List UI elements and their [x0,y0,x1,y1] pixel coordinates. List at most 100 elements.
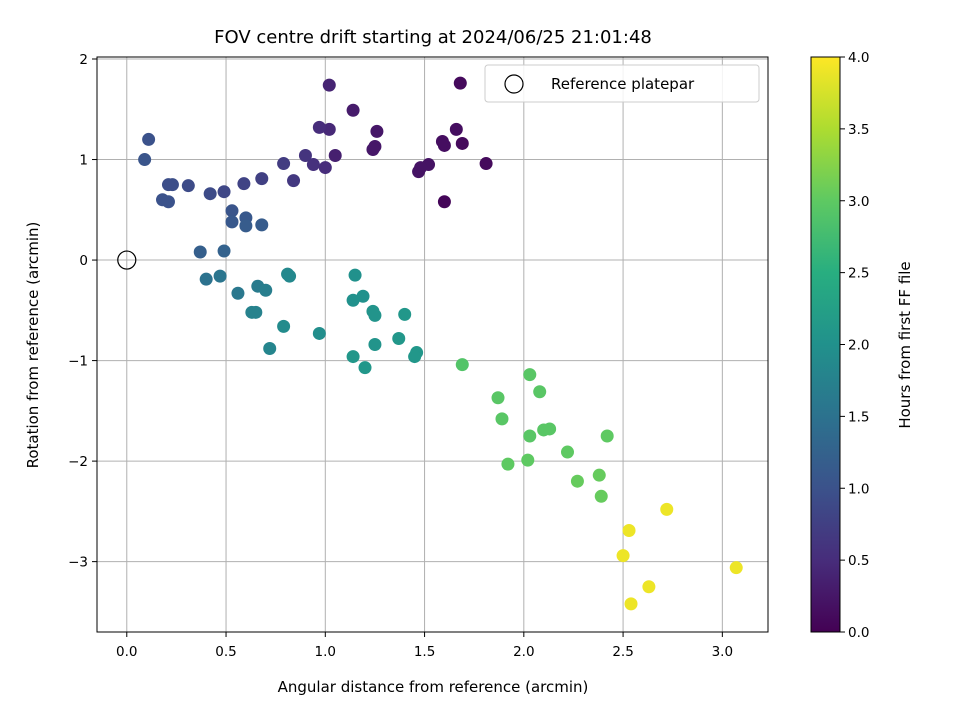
chart-title: FOV centre drift starting at 2024/06/25 … [214,27,652,48]
y-tick-label: −2 [68,454,88,470]
data-point [142,132,156,146]
colorbar-tick-label: 4.0 [848,50,869,66]
data-point [560,445,574,459]
colorbar-tick-label: 0.0 [848,625,869,641]
data-point [449,122,463,136]
y-tick-label: −1 [68,354,88,370]
data-point [346,103,360,117]
data-point [624,597,638,611]
data-point [521,453,535,467]
colorbar-tick-label: 1.0 [848,481,869,497]
data-point [263,342,277,356]
data-point [600,429,614,443]
data-point [213,269,227,283]
data-point [592,468,606,482]
data-point [435,134,449,148]
x-tick-label: 2.5 [612,644,633,660]
data-point [543,422,557,436]
x-tick-label: 1.5 [414,644,435,660]
data-point [283,269,297,283]
legend: Reference platepar [484,64,760,103]
x-tick-label: 3.0 [712,644,733,660]
x-tick-label: 2.0 [513,644,534,660]
data-point [594,489,608,503]
data-point [277,157,291,171]
data-point [346,293,360,307]
data-point [203,187,217,201]
data-point [287,174,301,188]
data-point [660,502,674,516]
data-point [255,218,269,232]
data-point [570,474,584,488]
data-point [491,391,505,405]
data-point [533,385,547,399]
data-point [328,149,342,163]
y-tick-label: −3 [68,555,88,571]
data-point [729,561,743,575]
data-point [414,161,428,175]
colorbar-tick-label: 2.5 [848,266,869,282]
data-point [161,178,175,192]
data-point [453,76,467,90]
data-point [348,268,362,282]
data-point [322,78,336,92]
colorbar-tick-label: 3.5 [848,122,869,138]
x-tick-label: 0.5 [215,644,236,660]
data-point [156,193,170,207]
data-point [193,245,207,259]
data-point [622,523,636,537]
colorbar-ticks: 4.0 3.5 3.0 2.5 2.0 1.5 1.0 0.5 0.0 [840,50,869,641]
data-point [523,429,537,443]
colorbar [810,56,841,633]
data-point [199,272,213,286]
colorbar-tick-label: 3.0 [848,194,869,210]
data-point [346,350,360,364]
data-point [455,136,469,150]
data-point [255,172,269,186]
data-point [217,244,231,258]
colorbar-label: Hours from first FF file [896,261,914,428]
data-point [358,361,372,375]
data-point [495,412,509,426]
legend-box [484,64,760,103]
x-axis-ticks: 0.0 0.5 1.0 1.5 2.0 2.5 3.0 [116,632,733,660]
data-point [239,219,253,233]
data-point [249,305,263,319]
y-tick-label: 0 [79,253,88,269]
data-point [259,283,273,297]
data-point [408,350,422,364]
data-point [368,338,382,351]
data-point [437,195,451,209]
data-point [370,124,384,138]
data-point [642,580,656,594]
data-point [368,308,382,322]
colorbar-tick-label: 0.5 [848,553,869,569]
y-axis-label: Rotation from reference (arcmin) [24,222,42,469]
data-point [501,457,515,471]
y-tick-label: 1 [79,153,88,169]
y-axis-ticks: 2 1 0 −1 −2 −3 [68,52,97,571]
data-point [138,153,152,167]
data-point [322,122,336,136]
data-point [523,368,537,382]
y-tick-label: 2 [79,52,88,68]
x-tick-label: 0.0 [116,644,137,660]
reference-platepar-marker [117,250,137,270]
legend-marker-icon [504,74,524,94]
data-point [298,149,312,163]
data-point [225,215,239,229]
data-point [312,326,326,340]
data-point [318,161,332,175]
data-point [231,286,245,300]
data-point [217,185,231,199]
data-point [398,307,412,321]
grid [97,57,768,632]
data-point [366,142,380,156]
x-axis-label: Angular distance from reference (arcmin) [278,678,589,696]
data-point [312,120,326,134]
data-point [237,177,251,191]
data-point [306,158,320,172]
data-point [392,331,406,345]
data-point [277,319,291,333]
